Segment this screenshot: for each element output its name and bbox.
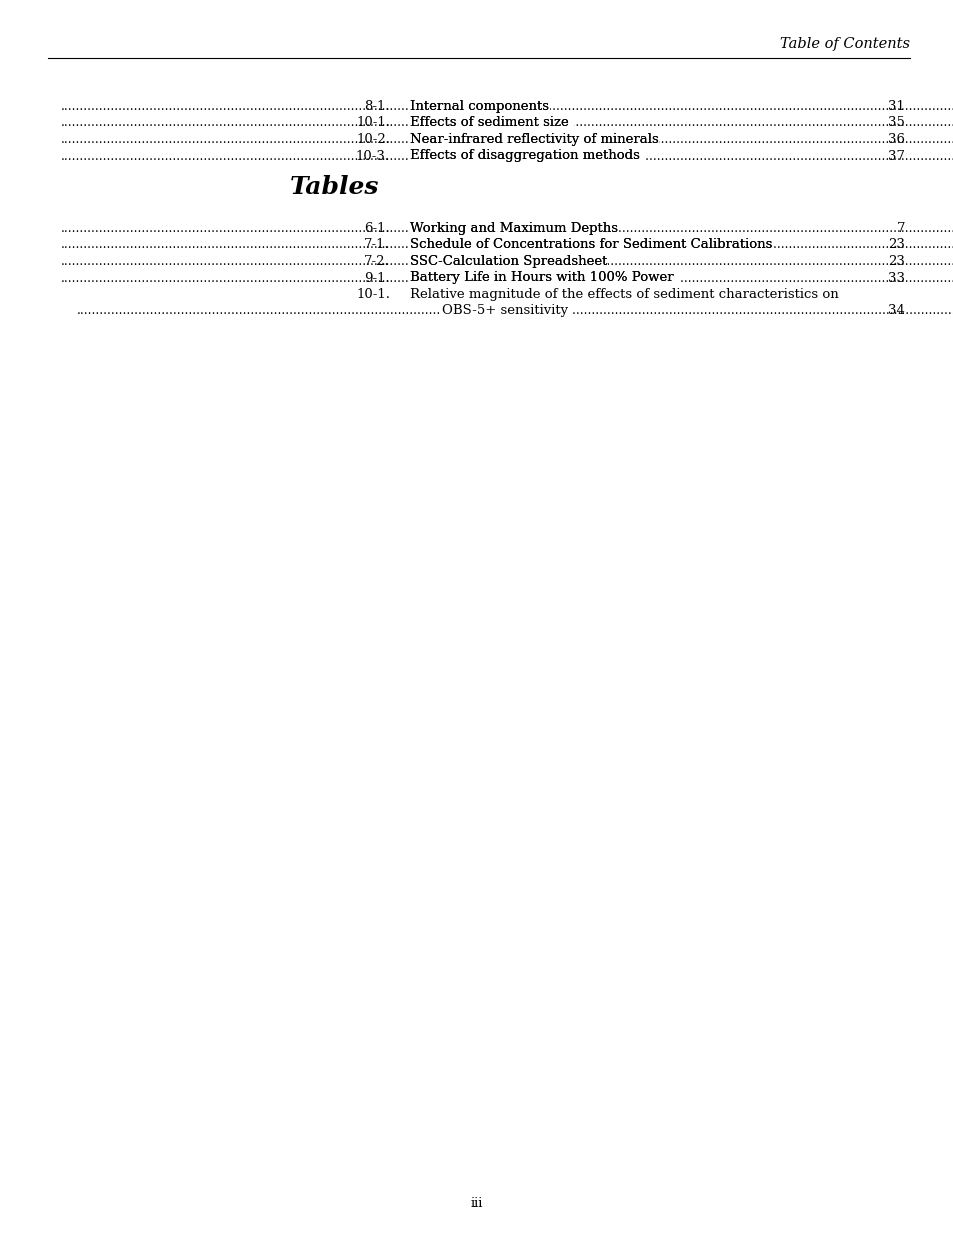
Text: Effects of disaggregation methods: Effects of disaggregation methods [410,149,643,163]
Text: Effects of sediment size: Effects of sediment size [410,116,573,130]
Text: Near-infrared reflectivity of minerals: Near-infrared reflectivity of minerals [410,133,659,146]
Text: Internal components: Internal components [410,100,548,112]
Text: Schedule of Concentrations for Sediment Calibrations: Schedule of Concentrations for Sediment … [410,238,772,252]
Text: OBS-5+ sensitivity: OBS-5+ sensitivity [441,304,572,317]
Text: Tables: Tables [290,175,379,199]
Text: SSC-Calculation Spreadsheet: SSC-Calculation Spreadsheet [410,254,607,268]
Text: ................................................................................: ........................................… [77,304,953,317]
Text: ................................................................................: ........................................… [61,222,953,235]
Text: 7-1.: 7-1. [364,238,390,252]
Text: iii: iii [471,1197,482,1210]
Text: ................................................................................: ........................................… [61,238,953,252]
Text: 23: 23 [887,238,904,252]
Text: Table of Contents: Table of Contents [780,37,909,51]
Text: ................................................................................: ........................................… [61,100,953,112]
Text: ................................................................................: ........................................… [61,149,953,163]
Text: 10-2.: 10-2. [355,133,390,146]
Text: 10-3.: 10-3. [355,149,390,163]
Text: Effects of disaggregation methods: Effects of disaggregation methods [410,149,643,163]
Text: 7: 7 [896,222,904,235]
Text: 36: 36 [887,133,904,146]
Text: SSC-Calculation Spreadsheet: SSC-Calculation Spreadsheet [410,254,607,268]
Text: ................................................................................: ........................................… [61,254,953,268]
Text: Internal components: Internal components [410,100,548,112]
Text: ................................................................................: ........................................… [61,133,953,146]
Text: 7-2.: 7-2. [364,254,390,268]
Text: Effects of sediment size: Effects of sediment size [410,116,573,130]
Text: Battery Life in Hours with 100% Power: Battery Life in Hours with 100% Power [410,272,678,284]
Text: Battery Life in Hours with 100% Power: Battery Life in Hours with 100% Power [410,272,678,284]
Text: 10-1.: 10-1. [355,116,390,130]
Text: Near-infrared reflectivity of minerals: Near-infrared reflectivity of minerals [410,133,659,146]
Text: 9-1.: 9-1. [364,272,390,284]
Text: 37: 37 [887,149,904,163]
Text: ................................................................................: ........................................… [61,272,953,284]
Text: 6-1.: 6-1. [364,222,390,235]
Text: 33: 33 [887,272,904,284]
Text: 8-1.: 8-1. [364,100,390,112]
Text: 23: 23 [887,254,904,268]
Text: 34: 34 [887,304,904,317]
Text: Working and Maximum Depths: Working and Maximum Depths [410,222,618,235]
Text: Schedule of Concentrations for Sediment Calibrations: Schedule of Concentrations for Sediment … [410,238,772,252]
Text: 31: 31 [887,100,904,112]
Text: OBS-5+ sensitivity: OBS-5+ sensitivity [441,304,572,317]
Text: 10-1.: 10-1. [355,288,390,301]
Text: Relative magnitude of the effects of sediment characteristics on: Relative magnitude of the effects of sed… [410,288,838,301]
Text: ................................................................................: ........................................… [61,116,953,130]
Text: 35: 35 [887,116,904,130]
Text: Working and Maximum Depths: Working and Maximum Depths [410,222,618,235]
